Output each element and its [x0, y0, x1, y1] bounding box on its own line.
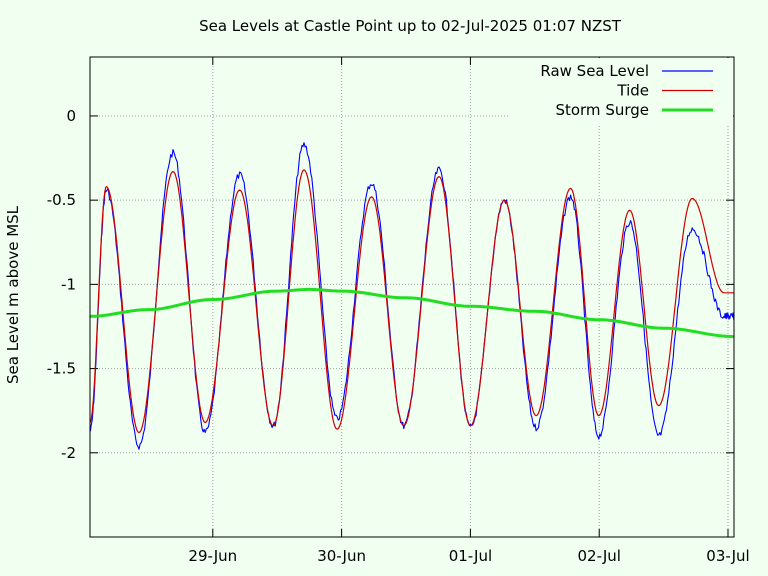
- y-tick-label: -1.5: [47, 360, 76, 378]
- y-axis-label: Sea Level m above MSL: [4, 205, 22, 384]
- chart-title: Sea Levels at Castle Point up to 02-Jul-…: [199, 17, 622, 35]
- data-series: [89, 142, 735, 450]
- tide-line: [89, 169, 734, 434]
- y-tick-label: -1: [61, 275, 76, 293]
- legend-label: Tide: [616, 82, 649, 100]
- x-tick-label: 29-Jun: [188, 547, 237, 565]
- legend-label: Storm Surge: [555, 101, 649, 119]
- x-tick-label: 02-Jul: [577, 547, 620, 565]
- x-tick-label: 30-Jun: [317, 547, 366, 565]
- y-tick-label: -0.5: [47, 191, 76, 209]
- legend-label: Raw Sea Level: [540, 62, 649, 80]
- x-axis-ticks: 29-Jun 30-Jun 01-Jul 02-Jul 03-Jul: [188, 57, 750, 565]
- x-tick-label: 03-Jul: [706, 547, 749, 565]
- x-tick-label: 01-Jul: [449, 547, 492, 565]
- plot-frame: [89, 56, 735, 538]
- storm-surge-line: [89, 287, 735, 339]
- y-tick-label: 0: [66, 107, 76, 125]
- grid-lines: [90, 57, 734, 537]
- y-tick-label: -2: [61, 444, 76, 462]
- y-axis-ticks: 0 -0.5 -1 -1.5 -2: [47, 107, 734, 462]
